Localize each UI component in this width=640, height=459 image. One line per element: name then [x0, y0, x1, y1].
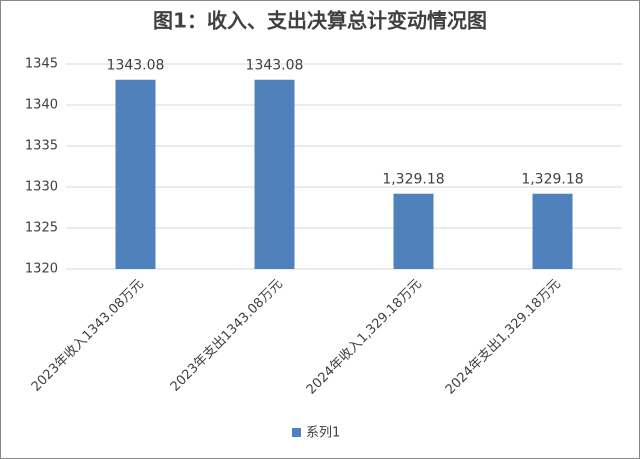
value-label: 1343.08 [107, 58, 165, 74]
legend-label: 系列1 [306, 426, 340, 441]
bar [115, 79, 156, 269]
legend-swatch [292, 428, 301, 437]
value-label: 1,329.18 [382, 172, 444, 188]
bar [254, 79, 295, 269]
y-tick-label: 1330 [25, 180, 58, 195]
y-tick-label: 1320 [25, 262, 58, 277]
y-tick-label: 1335 [25, 139, 58, 154]
bar [393, 193, 434, 269]
bar [532, 193, 573, 269]
value-label: 1343.08 [246, 58, 304, 74]
y-tick-label: 1325 [25, 221, 58, 236]
chart-title: 图1：收入、支出决算总计变动情况图 [153, 9, 487, 33]
y-tick-label: 1345 [25, 57, 58, 72]
y-tick-label: 1340 [25, 98, 58, 113]
value-label: 1,329.18 [521, 172, 583, 188]
